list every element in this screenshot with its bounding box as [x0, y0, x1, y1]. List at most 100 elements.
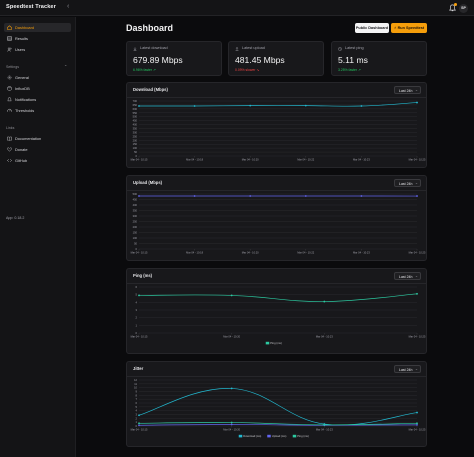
y-tick-label: 4 — [136, 300, 138, 304]
x-tick-label: Mar 04 - 10:15 — [131, 335, 148, 339]
download-chart: 0501001502002503003504004505005506006507… — [131, 99, 426, 162]
data-point[interactable] — [360, 105, 363, 107]
legend-label[interactable]: Download (ms) — [243, 434, 261, 438]
legend-label[interactable]: Upload (ms) — [272, 434, 287, 438]
legend-swatch[interactable] — [265, 341, 270, 345]
chart-panel-download: Download (Mbps) Last 24h ⌄ 0 50 100 150 200 2… — [126, 82, 427, 168]
x-tick-label: Mar 04 - 10:25 — [409, 158, 426, 162]
series-line — [138, 293, 418, 302]
data-point[interactable] — [323, 300, 326, 303]
range-select[interactable]: Last 24h ⌄ — [394, 86, 421, 94]
legend-label[interactable]: Ping (ms) — [297, 434, 309, 438]
data-point[interactable] — [416, 101, 418, 104]
chart-title: Download (Mbps) — [133, 87, 168, 92]
data-point[interactable] — [416, 411, 418, 414]
bell-icon — [7, 97, 12, 102]
data-point[interactable] — [230, 387, 233, 390]
run-speedtest-label: Run Speedtest — [397, 26, 425, 30]
public-dashboard-button[interactable]: Public Dashboard — [355, 23, 389, 33]
sidebar-item-label: Dashboard — [15, 25, 35, 30]
bell-icon[interactable] — [449, 4, 456, 12]
sidebar-item-influxdb[interactable]: InfluxDB — [4, 84, 71, 93]
chevron-up-icon[interactable]: ⌃ — [64, 64, 68, 69]
sidebar-item-dashboard[interactable]: Dashboard — [4, 23, 71, 32]
legend-swatch[interactable] — [267, 434, 271, 438]
stat-label: Latest upload — [242, 46, 265, 50]
range-select[interactable]: Last 24h ⌄ — [394, 179, 421, 187]
sidebar-item-documentation[interactable]: Documentation — [4, 134, 71, 143]
range-select-label: Last 24h — [399, 367, 413, 372]
x-tick-label: Mar 04 - 10:25 — [409, 251, 426, 255]
data-point[interactable] — [249, 104, 252, 107]
sidebar-item-donate[interactable]: Donate — [4, 145, 71, 154]
run-speedtest-button[interactable]: ⚡ Run Speedtest — [391, 23, 427, 33]
sidebar-item-label: Users — [15, 47, 26, 52]
ping-chart: 0 1 2 3 4 5 6 Mar 04 - 10:15 Mar 04 - 10:20 Mar 0… — [131, 285, 426, 345]
y-tick-label: 11 — [134, 382, 137, 386]
sidebar-item-results[interactable]: Results — [4, 34, 71, 43]
data-point[interactable] — [323, 423, 326, 426]
x-tick-label: Mar 04 - 10:20 — [242, 158, 259, 162]
data-point[interactable] — [304, 195, 307, 197]
sidebar-item-thresholds[interactable]: Thresholds — [4, 106, 71, 115]
data-point[interactable] — [138, 422, 140, 425]
series-line — [138, 422, 418, 426]
data-point[interactable] — [304, 104, 307, 107]
chart-panel-jitter: Jitter Last 24h ⌄ 0 1 2 3 4 5 6 7 8 9 10 11 12 Mar 04… — [126, 361, 427, 447]
x-tick-label: Mar 04 - 10:20 — [223, 335, 240, 339]
database-icon — [7, 86, 12, 91]
stat-value: 481.45 Mbps — [235, 55, 285, 65]
y-tick-label: 3 — [136, 308, 138, 312]
data-point[interactable] — [416, 422, 418, 425]
book-icon — [7, 136, 12, 141]
x-tick-label: Mar 04 - 10:25 — [409, 335, 426, 339]
data-point[interactable] — [230, 421, 233, 424]
data-point[interactable] — [416, 423, 418, 426]
series-line — [138, 102, 418, 107]
range-select[interactable]: Last 24h ⌄ — [394, 272, 421, 280]
y-tick-label: 5 — [136, 405, 138, 409]
gauge-icon — [7, 108, 12, 112]
avatar[interactable]: SP — [459, 4, 468, 13]
cog-icon — [7, 75, 12, 80]
sidebar-item-label: Notifications — [15, 97, 37, 102]
sidebar-item-label: General — [15, 75, 29, 80]
bolt-icon: ⚡ — [393, 26, 397, 30]
y-tick-label: 150 — [133, 231, 138, 235]
code-icon — [7, 159, 12, 162]
legend-label[interactable]: Ping (ms) — [270, 341, 282, 345]
data-point[interactable] — [138, 424, 140, 427]
stat-card-download: Latest download 679.89 Mbps 6.96% faster… — [126, 41, 222, 76]
sidebar-item-users[interactable]: Users — [4, 45, 71, 54]
data-point[interactable] — [138, 414, 140, 417]
range-select[interactable]: Last 24h ⌄ — [394, 365, 421, 373]
legend-swatch[interactable] — [292, 434, 297, 438]
sidebar-item-notifications[interactable]: Notifications — [4, 95, 71, 104]
series-line — [138, 388, 418, 426]
app-title: Speedtest Tracker — [6, 4, 56, 10]
data-point[interactable] — [138, 105, 140, 107]
data-point[interactable] — [360, 195, 363, 197]
settings-group-label: Settings — [6, 65, 19, 69]
sidebar-item-label: Results — [15, 36, 28, 41]
legend-swatch[interactable] — [238, 434, 243, 438]
data-point[interactable] — [193, 195, 196, 197]
chart-title: Upload (Mbps) — [133, 180, 163, 185]
home-icon — [7, 25, 12, 30]
stat-delta: 3.25% faster ↗ — [338, 68, 361, 72]
data-point[interactable] — [416, 195, 418, 197]
data-point[interactable] — [193, 105, 196, 107]
sidebar-item-general[interactable]: General — [4, 73, 71, 82]
data-point[interactable] — [230, 294, 233, 297]
sidebar-item-github[interactable]: GitHub — [4, 156, 71, 165]
heart-icon — [7, 147, 12, 152]
chevron-left-icon[interactable]: ‹ — [67, 3, 70, 10]
data-point[interactable] — [138, 195, 140, 197]
x-tick-label: Mar 04 - 10:15 — [131, 158, 148, 162]
data-point[interactable] — [249, 195, 252, 197]
data-point[interactable] — [230, 423, 233, 426]
data-point[interactable] — [138, 294, 140, 297]
data-point[interactable] — [416, 292, 418, 295]
download-icon — [133, 47, 137, 51]
